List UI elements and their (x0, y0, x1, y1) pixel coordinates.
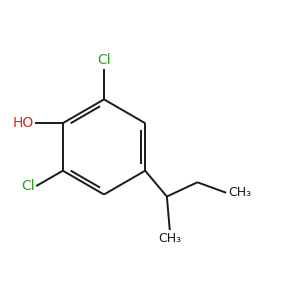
Text: CH₃: CH₃ (228, 186, 251, 199)
Text: HO: HO (12, 116, 34, 130)
Text: Cl: Cl (21, 179, 35, 193)
Text: CH₃: CH₃ (158, 232, 181, 245)
Text: Cl: Cl (97, 53, 111, 67)
